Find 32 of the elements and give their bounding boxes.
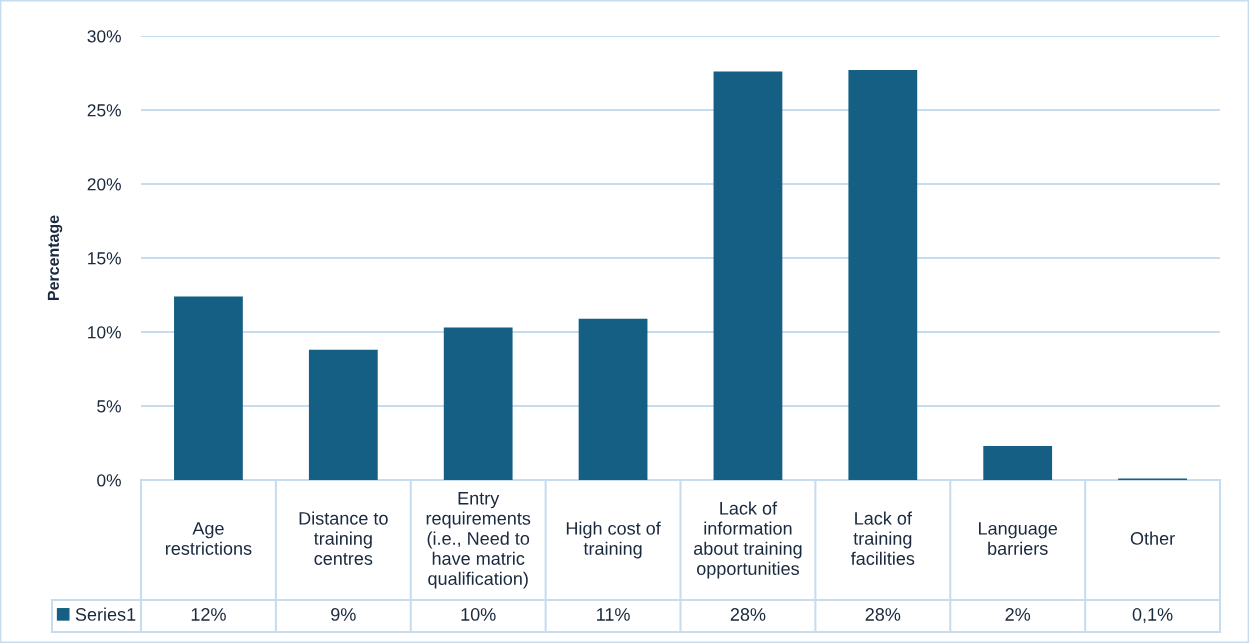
bar — [983, 445, 1053, 480]
bar — [174, 296, 243, 480]
bar — [713, 71, 783, 480]
data-label: 0,1% — [1132, 608, 1173, 623]
x-tick-label: Lack of training facilities — [850, 511, 915, 565]
y-tick-label: 5% — [97, 400, 121, 413]
x-tick-label: Lack of information about training opportunities — [694, 501, 802, 579]
bar — [443, 327, 513, 480]
legend-label: Series1 — [75, 607, 136, 621]
x-tick-label: Language barriers — [979, 522, 1058, 555]
data-label: 2% — [1005, 608, 1031, 621]
y-tick-label: 0% — [97, 474, 121, 487]
x-tick-label: Other — [1130, 531, 1175, 545]
y-tick-label: 10% — [88, 326, 121, 339]
data-label: 9% — [331, 608, 356, 621]
data-label: 11% — [597, 608, 630, 621]
y-tick-label: 15% — [88, 252, 121, 265]
bar — [848, 70, 918, 480]
x-tick-label: Distance to training centres — [299, 511, 388, 565]
data-label: 28% — [730, 608, 766, 621]
bar — [578, 318, 648, 480]
x-tick-label: Entry requirements (i.e., Need to have matric qualification) — [426, 492, 531, 589]
y-tick-label: 20% — [87, 178, 121, 191]
data-label: 12% — [191, 608, 226, 621]
x-tick-label: Age restrictions — [165, 522, 252, 555]
data-label: 10% — [461, 608, 496, 621]
y-axis-title: Percentage — [47, 215, 63, 300]
y-tick-label: 30% — [87, 30, 121, 43]
data-label: 28% — [865, 608, 901, 621]
y-tick-label: 25% — [87, 104, 121, 117]
x-tick-label: High cost of training — [566, 521, 661, 559]
bar — [308, 349, 378, 480]
